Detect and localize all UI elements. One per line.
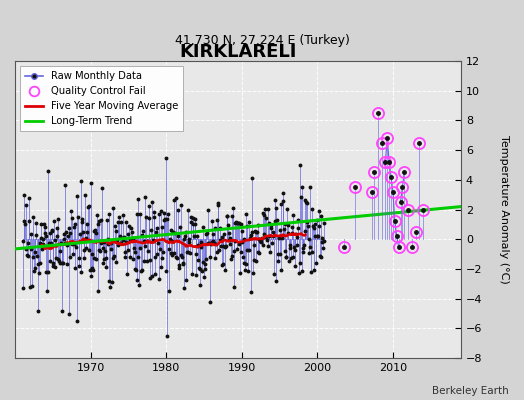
Title: KIRKLARELI: KIRKLARELI bbox=[179, 43, 297, 61]
Legend: Raw Monthly Data, Quality Control Fail, Five Year Moving Average, Long-Term Tren: Raw Monthly Data, Quality Control Fail, … bbox=[20, 66, 183, 131]
Y-axis label: Temperature Anomaly (°C): Temperature Anomaly (°C) bbox=[499, 135, 509, 284]
Text: Berkeley Earth: Berkeley Earth bbox=[432, 386, 508, 396]
Text: 41.730 N, 27.224 E (Turkey): 41.730 N, 27.224 E (Turkey) bbox=[174, 34, 350, 47]
